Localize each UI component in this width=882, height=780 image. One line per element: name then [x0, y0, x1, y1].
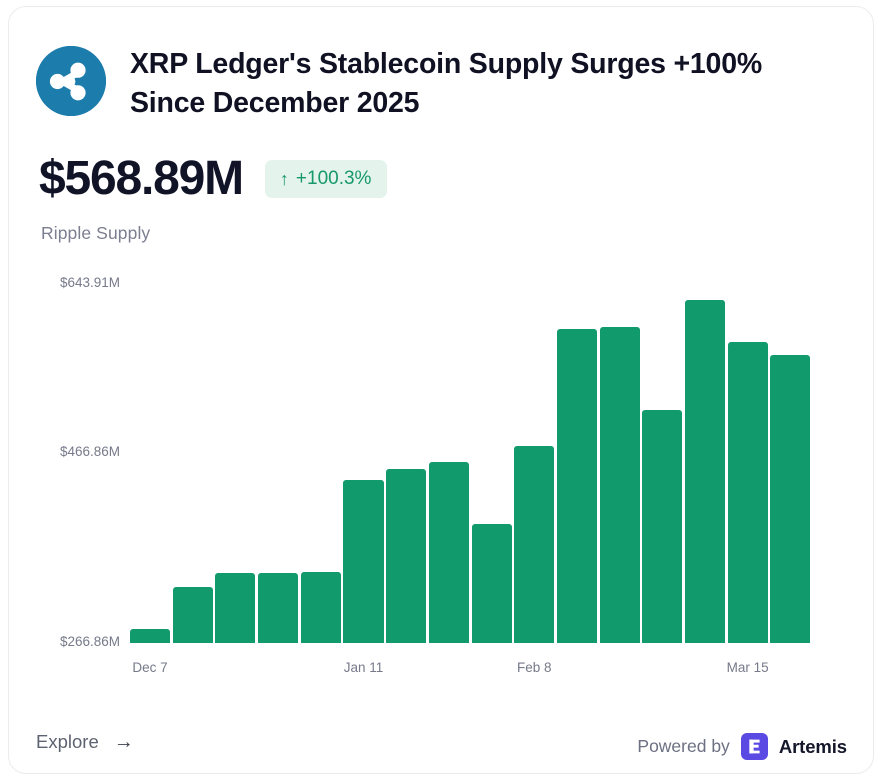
chart-bar[interactable]: [386, 468, 427, 643]
ripple-xrp-logo-icon: [36, 46, 106, 116]
chart-bar[interactable]: [514, 445, 555, 643]
powered-by-label: Powered by: [637, 736, 730, 756]
chart-bar[interactable]: [300, 571, 341, 643]
chart-bar[interactable]: [215, 572, 256, 643]
chart-bar[interactable]: [428, 461, 469, 643]
bar-chart: $643.91M $466.86M $266.86M Dec 7 Jan 11 Feb …: [9, 267, 873, 687]
chart-bar[interactable]: [556, 329, 597, 643]
powered-by-attribution[interactable]: Powered by Artemis: [637, 733, 847, 760]
y-axis-tick-label: $466.86M: [59, 443, 120, 459]
x-axis-tick-label: Mar 15: [726, 660, 769, 675]
x-axis-tick-label: Jan 11: [343, 660, 384, 675]
chart-bar[interactable]: [343, 479, 384, 643]
chart-bar[interactable]: [130, 629, 171, 643]
arrow-right-icon: →: [113, 731, 134, 753]
arrow-up-icon: ↑: [279, 168, 289, 189]
stablecoin-supply-card: XRP Ledger's Stablecoin Supply Surges +1…: [8, 6, 874, 774]
y-axis-tick-label: $266.86M: [59, 634, 120, 649]
explore-label: Explore: [36, 731, 99, 752]
card-header: XRP Ledger's Stablecoin Supply Surges +1…: [36, 43, 851, 123]
chart-bar[interactable]: [642, 410, 683, 643]
card-footer: Explore → Powered by Artemis: [9, 725, 873, 771]
chart-bar[interactable]: [599, 327, 640, 643]
change-percent-label: +100.3%: [295, 168, 372, 189]
chart-bar[interactable]: [727, 342, 768, 643]
chart-bar[interactable]: [684, 299, 726, 643]
chart-bar[interactable]: [172, 586, 213, 643]
metric-label: Ripple Supply: [41, 223, 151, 243]
chart-bar[interactable]: [258, 572, 299, 643]
chart-bar[interactable]: [770, 355, 811, 643]
metric-value: $568.89M: [39, 152, 244, 205]
metric-row: $568.89M ↑ +100.3%: [39, 152, 388, 205]
page-title: XRP Ledger's Stablecoin Supply Surges +1…: [130, 48, 762, 120]
artemis-logo-icon: [740, 733, 768, 760]
y-axis-tick-label: $643.91M: [59, 275, 120, 290]
x-axis-tick-label: Feb 8: [516, 660, 552, 675]
status-badge: ↑ +100.3%: [264, 160, 388, 198]
x-axis-tick-label: Dec 7: [132, 660, 168, 675]
artemis-brand-name: Artemis: [778, 735, 847, 757]
explore-link[interactable]: Explore →: [36, 731, 134, 753]
chart-bar[interactable]: [471, 524, 512, 643]
chart-plot-area: [130, 267, 813, 643]
